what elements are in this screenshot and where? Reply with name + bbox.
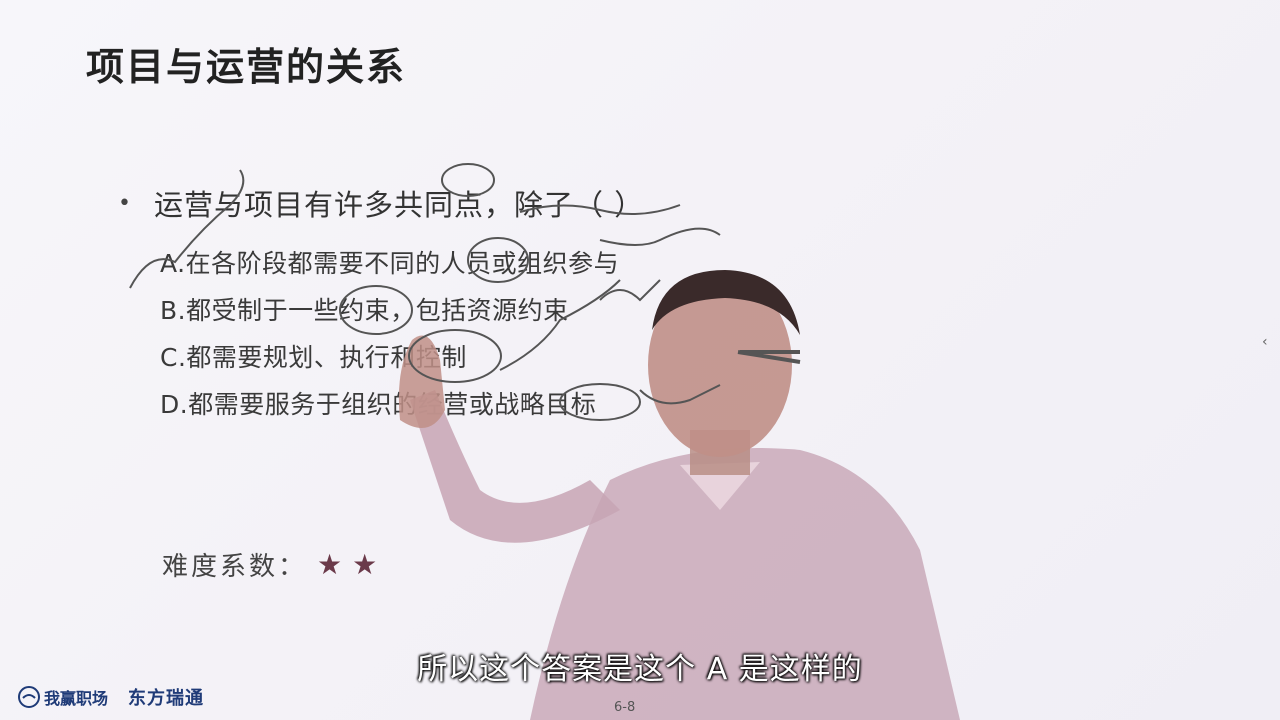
video-subtitle: 所以这个答案是这个 A 是这样的 — [417, 652, 863, 687]
handshake-logo-icon — [18, 686, 40, 708]
chevron-left-icon[interactable]: ‹ — [1262, 334, 1268, 350]
star-icon: ★ — [352, 548, 378, 581]
logo-wo-ying-zhi-chang: 我赢职场 — [44, 689, 109, 708]
bullet-point: • — [118, 190, 131, 216]
option-d: D.都需要服务于组织的经营或战略目标 — [160, 390, 597, 419]
page-number: 6-8 — [614, 700, 636, 715]
footer-logos: 我赢职场 东方瑞通 — [18, 684, 204, 710]
question-row: • 运营与项目有许多共同点，除了（ ） — [118, 182, 644, 224]
slide-title: 项目与运营的关系 — [86, 45, 407, 89]
presenter-figure — [398, 270, 960, 720]
question-text: 运营与项目有许多共同点，除了（ ） — [154, 188, 645, 222]
logo-dong-fang-rui-tong: 东方瑞通 — [128, 688, 205, 709]
difficulty-rating: 难度系数： ★ ★ — [162, 546, 377, 583]
star-icon: ★ — [317, 548, 343, 581]
difficulty-label: 难度系数： — [162, 552, 308, 582]
